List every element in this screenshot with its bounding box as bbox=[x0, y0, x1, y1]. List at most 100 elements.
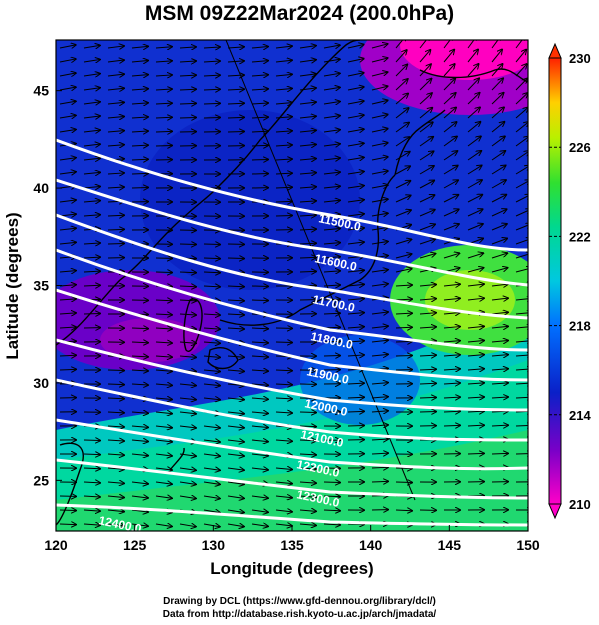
wind-arrow bbox=[371, 241, 388, 244]
wind-arrow bbox=[59, 129, 76, 132]
wind-arrow bbox=[227, 75, 244, 76]
wind-arrow bbox=[443, 253, 459, 259]
wind-arrow bbox=[227, 103, 244, 104]
wind-arrow bbox=[107, 74, 124, 76]
wind-arrow bbox=[251, 510, 268, 512]
wind-arrow bbox=[83, 187, 100, 188]
wind-arrow bbox=[491, 40, 502, 49]
wind-arrow bbox=[203, 454, 220, 456]
wind-arrow bbox=[107, 468, 124, 469]
wind-arrow bbox=[179, 89, 196, 90]
wind-arrow bbox=[203, 244, 220, 245]
wind-arrow bbox=[299, 102, 316, 104]
x-tick-label: 145 bbox=[438, 537, 462, 553]
wind-arrow bbox=[203, 510, 220, 513]
wind-arrow bbox=[251, 75, 268, 76]
wind-arrow bbox=[347, 143, 364, 146]
wind-arrow bbox=[59, 87, 76, 90]
wind-arrow bbox=[371, 270, 388, 272]
wind-arrow bbox=[83, 45, 100, 48]
wind-arrow bbox=[203, 328, 220, 329]
wind-arrow bbox=[467, 411, 484, 412]
wind-arrow bbox=[467, 284, 484, 286]
wind-arrow bbox=[347, 45, 364, 48]
wind-arrow bbox=[395, 195, 411, 203]
wind-arrow bbox=[347, 242, 364, 244]
wind-arrow bbox=[491, 195, 506, 203]
wind-arrow bbox=[395, 313, 412, 314]
wind-arrow bbox=[251, 61, 268, 62]
y-tick-label: 40 bbox=[33, 180, 49, 196]
wind-arrow bbox=[107, 46, 124, 48]
wind-arrow bbox=[251, 300, 268, 301]
wind-arrow bbox=[515, 137, 528, 147]
wind-arrow bbox=[251, 47, 268, 48]
colorbar-tick-label: 210 bbox=[569, 497, 591, 512]
wind-arrow bbox=[155, 103, 172, 104]
wind-arrow bbox=[443, 284, 460, 286]
wind-arrow bbox=[347, 411, 364, 412]
wind-arrow bbox=[443, 397, 460, 398]
wind-arrow bbox=[107, 426, 124, 427]
wind-arrow bbox=[59, 271, 76, 272]
wind-arrow bbox=[467, 122, 480, 133]
wind-arrow bbox=[275, 370, 292, 371]
wind-arrow bbox=[323, 116, 340, 118]
wind-arrow bbox=[323, 158, 340, 160]
wind-arrow bbox=[323, 243, 340, 244]
wind-arrow bbox=[155, 47, 172, 48]
wind-arrow bbox=[419, 313, 436, 314]
wind-arrow bbox=[323, 482, 340, 483]
wind-arrow bbox=[419, 93, 432, 105]
x-tick-label: 135 bbox=[280, 537, 304, 553]
wind-arrow bbox=[227, 440, 244, 442]
wind-arrow bbox=[299, 468, 316, 469]
wind-arrow bbox=[83, 158, 100, 160]
wind-arrow bbox=[371, 397, 388, 398]
wind-arrow bbox=[323, 130, 340, 132]
wind-arrow bbox=[371, 467, 388, 468]
wind-arrow bbox=[107, 398, 124, 399]
wind-arrow bbox=[443, 355, 460, 356]
wind-arrow bbox=[107, 102, 124, 104]
wind-arrow bbox=[443, 180, 458, 189]
wind-arrow bbox=[347, 425, 364, 426]
wind-arrow bbox=[419, 210, 435, 217]
wind-arrow bbox=[251, 328, 268, 329]
x-tick-label: 125 bbox=[123, 537, 147, 553]
wind-arrow bbox=[203, 47, 220, 48]
wind-arrow bbox=[131, 454, 148, 456]
wind-arrow bbox=[275, 384, 292, 385]
wind-arrow bbox=[299, 201, 316, 202]
wind-arrow bbox=[251, 103, 268, 104]
wind-arrow bbox=[371, 383, 388, 384]
wind-arrow bbox=[59, 242, 76, 244]
wind-arrow bbox=[443, 122, 456, 133]
wind-arrow bbox=[299, 243, 316, 244]
wind-arrow bbox=[443, 425, 460, 426]
wind-arrow bbox=[203, 314, 220, 315]
wind-arrow bbox=[515, 268, 528, 273]
wind-arrow bbox=[443, 151, 457, 161]
wind-arrow bbox=[275, 215, 292, 216]
wind-arrow bbox=[371, 481, 388, 482]
wind-arrow bbox=[443, 137, 457, 147]
wind-arrow bbox=[227, 89, 244, 90]
wind-arrow bbox=[515, 50, 526, 63]
wind-arrow bbox=[419, 79, 431, 91]
wind-arrow bbox=[419, 122, 433, 133]
wind-arrow bbox=[347, 298, 364, 300]
colorbar-tick-label: 218 bbox=[569, 319, 591, 334]
wind-arrow bbox=[467, 253, 483, 259]
wind-arrow bbox=[299, 187, 316, 188]
wind-arrow bbox=[107, 215, 124, 216]
wind-arrow bbox=[467, 180, 482, 189]
wind-arrow bbox=[299, 74, 316, 76]
wind-arrow bbox=[275, 440, 292, 441]
wind-arrow bbox=[203, 89, 220, 90]
wind-arrow bbox=[155, 314, 172, 315]
wind-arrow bbox=[491, 284, 508, 286]
wind-arrow bbox=[179, 342, 196, 343]
wind-arrow bbox=[227, 384, 244, 385]
